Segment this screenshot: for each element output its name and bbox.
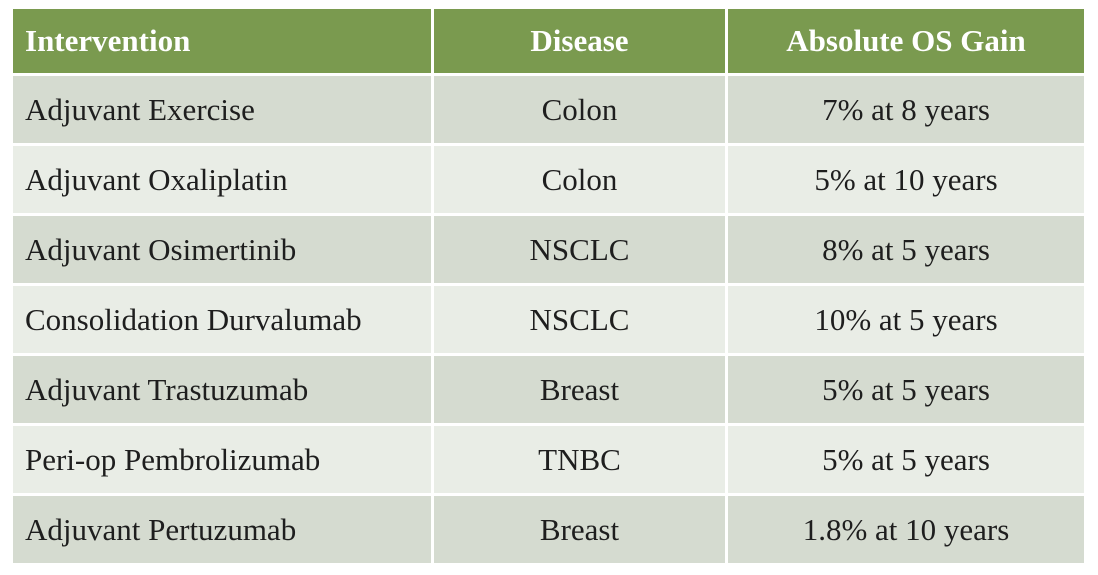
table-row: Adjuvant Trastuzumab Breast 5% at 5 year… bbox=[10, 353, 1087, 426]
table-row: Peri-op Pembrolizumab TNBC 5% at 5 years bbox=[10, 423, 1087, 496]
table-row: Adjuvant Oxaliplatin Colon 5% at 10 year… bbox=[10, 143, 1087, 216]
table-row: Adjuvant Exercise Colon 7% at 8 years bbox=[10, 73, 1087, 146]
os-gain-table: Intervention Disease Absolute OS Gain Ad… bbox=[10, 6, 1087, 566]
cell-os-gain: 1.8% at 10 years bbox=[725, 493, 1087, 566]
table-header-row: Intervention Disease Absolute OS Gain bbox=[10, 6, 1087, 76]
cell-disease: NSCLC bbox=[431, 213, 728, 286]
cell-os-gain: 5% at 5 years bbox=[725, 353, 1087, 426]
header-disease: Disease bbox=[431, 6, 728, 76]
table-row: Consolidation Durvalumab NSCLC 10% at 5 … bbox=[10, 283, 1087, 356]
header-intervention: Intervention bbox=[10, 6, 434, 76]
cell-os-gain: 7% at 8 years bbox=[725, 73, 1087, 146]
os-gain-table-container: Intervention Disease Absolute OS Gain Ad… bbox=[10, 6, 1087, 566]
cell-intervention: Adjuvant Pertuzumab bbox=[10, 493, 434, 566]
cell-disease: Colon bbox=[431, 73, 728, 146]
cell-intervention: Adjuvant Osimertinib bbox=[10, 213, 434, 286]
cell-disease: TNBC bbox=[431, 423, 728, 496]
table-row: Adjuvant Osimertinib NSCLC 8% at 5 years bbox=[10, 213, 1087, 286]
cell-os-gain: 5% at 5 years bbox=[725, 423, 1087, 496]
cell-disease: Breast bbox=[431, 353, 728, 426]
table-row: Adjuvant Pertuzumab Breast 1.8% at 10 ye… bbox=[10, 493, 1087, 566]
cell-os-gain: 5% at 10 years bbox=[725, 143, 1087, 216]
cell-intervention: Adjuvant Oxaliplatin bbox=[10, 143, 434, 216]
cell-disease: Colon bbox=[431, 143, 728, 216]
cell-intervention: Consolidation Durvalumab bbox=[10, 283, 434, 356]
cell-intervention: Peri-op Pembrolizumab bbox=[10, 423, 434, 496]
cell-disease: Breast bbox=[431, 493, 728, 566]
cell-os-gain: 8% at 5 years bbox=[725, 213, 1087, 286]
header-absolute-os-gain: Absolute OS Gain bbox=[725, 6, 1087, 76]
cell-os-gain: 10% at 5 years bbox=[725, 283, 1087, 356]
cell-intervention: Adjuvant Exercise bbox=[10, 73, 434, 146]
cell-intervention: Adjuvant Trastuzumab bbox=[10, 353, 434, 426]
cell-disease: NSCLC bbox=[431, 283, 728, 356]
